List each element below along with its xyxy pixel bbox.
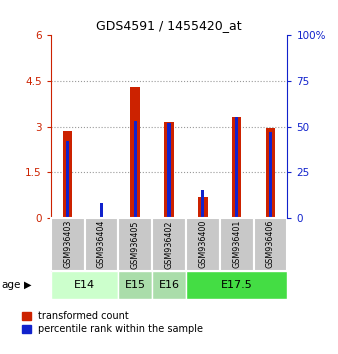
Text: GSM936404: GSM936404 (97, 220, 106, 268)
Text: GDS4591 / 1455420_at: GDS4591 / 1455420_at (96, 19, 242, 33)
Bar (51, 218, 84, 271)
Bar (118, 218, 152, 271)
Text: GSM936405: GSM936405 (131, 220, 140, 269)
Bar (152, 271, 186, 299)
Bar (186, 218, 220, 271)
Text: GSM936400: GSM936400 (198, 220, 207, 268)
Bar (269, 132, 272, 218)
Bar (232, 118, 241, 218)
Legend: transformed count, percentile rank within the sample: transformed count, percentile rank withi… (22, 311, 203, 335)
Text: GSM936401: GSM936401 (232, 220, 241, 268)
Text: E16: E16 (159, 280, 179, 290)
Text: ▶: ▶ (24, 280, 31, 290)
Text: GSM936402: GSM936402 (165, 220, 173, 269)
Text: E14: E14 (74, 280, 95, 290)
Text: GSM936406: GSM936406 (266, 220, 275, 268)
Bar (51, 271, 118, 299)
Bar (266, 128, 275, 218)
Bar (130, 87, 140, 218)
Bar (201, 190, 204, 218)
Bar (152, 218, 186, 271)
Bar (167, 123, 171, 218)
Bar (97, 217, 106, 218)
Bar (100, 203, 103, 218)
Text: E17.5: E17.5 (221, 280, 252, 290)
Bar (84, 218, 118, 271)
Bar (254, 218, 287, 271)
Bar (164, 122, 174, 218)
Text: GSM936403: GSM936403 (63, 220, 72, 268)
Text: E15: E15 (125, 280, 146, 290)
Text: age: age (2, 280, 21, 290)
Bar (186, 271, 287, 299)
Bar (134, 121, 137, 218)
Bar (66, 141, 69, 218)
Bar (118, 271, 152, 299)
Bar (235, 118, 238, 218)
Bar (63, 131, 72, 218)
Bar (220, 218, 254, 271)
Bar (198, 197, 208, 218)
